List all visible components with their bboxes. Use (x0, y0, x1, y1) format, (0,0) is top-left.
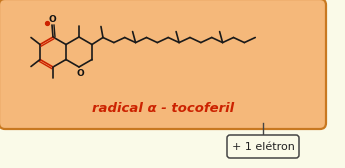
Text: + 1 elétron: + 1 elétron (231, 142, 294, 152)
FancyBboxPatch shape (0, 0, 326, 129)
Text: O: O (76, 69, 84, 78)
Text: radical α - tocoferil: radical α - tocoferil (92, 101, 234, 115)
Text: O: O (48, 15, 56, 24)
FancyBboxPatch shape (227, 135, 299, 158)
